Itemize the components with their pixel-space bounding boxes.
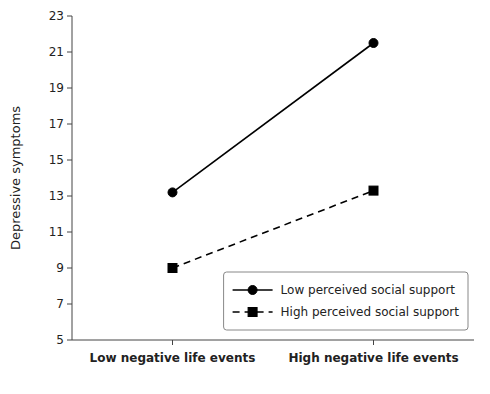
y-tick-label: 7 xyxy=(56,297,64,311)
y-tick-label: 19 xyxy=(49,81,64,95)
x-tick-label: Low negative life events xyxy=(90,351,256,365)
series-line xyxy=(173,191,374,268)
y-tick-label: 15 xyxy=(49,153,64,167)
data-point xyxy=(369,186,378,195)
x-tick xyxy=(172,340,173,345)
y-tick-label: 21 xyxy=(49,45,64,59)
legend-label: High perceived social support xyxy=(281,305,460,319)
legend-frame xyxy=(224,272,468,330)
series-line xyxy=(173,43,374,192)
data-point xyxy=(168,188,177,197)
plot-area xyxy=(168,39,378,273)
x-axis-line xyxy=(72,340,474,341)
y-tick-label: 23 xyxy=(49,9,64,23)
data-point xyxy=(369,39,378,48)
y-tick xyxy=(67,340,72,341)
y-tick xyxy=(67,16,72,17)
y-tick xyxy=(67,88,72,89)
y-tick-label: 17 xyxy=(49,117,64,131)
y-tick xyxy=(67,160,72,161)
y-tick-label: 13 xyxy=(49,189,64,203)
background xyxy=(0,0,490,394)
legend-marker xyxy=(248,308,257,317)
y-tick-label: 9 xyxy=(56,261,64,275)
y-axis-line xyxy=(72,16,73,340)
y-tick xyxy=(67,196,72,197)
legend: Low perceived social support High perceiv… xyxy=(224,272,468,330)
y-tick xyxy=(67,304,72,305)
y-tick xyxy=(67,268,72,269)
x-tick xyxy=(373,340,374,345)
data-point xyxy=(168,264,177,273)
y-tick-label: 5 xyxy=(56,333,64,347)
chart-container: 5 7 9 11 13 15 17 19 21 23 Depressive symptoms Low … xyxy=(0,0,490,394)
y-tick-label: 11 xyxy=(49,225,64,239)
chart: 5 7 9 11 13 15 17 19 21 23 Depressive symptoms Low … xyxy=(0,0,490,394)
y-tick xyxy=(67,52,72,53)
x-tick-label: High negative life events xyxy=(288,351,458,365)
y-tick xyxy=(67,232,72,233)
y-axis-label: Depressive symptoms xyxy=(8,106,23,250)
legend-marker xyxy=(248,286,257,295)
legend-label: Low perceived social support xyxy=(281,283,456,297)
y-tick xyxy=(67,124,72,125)
